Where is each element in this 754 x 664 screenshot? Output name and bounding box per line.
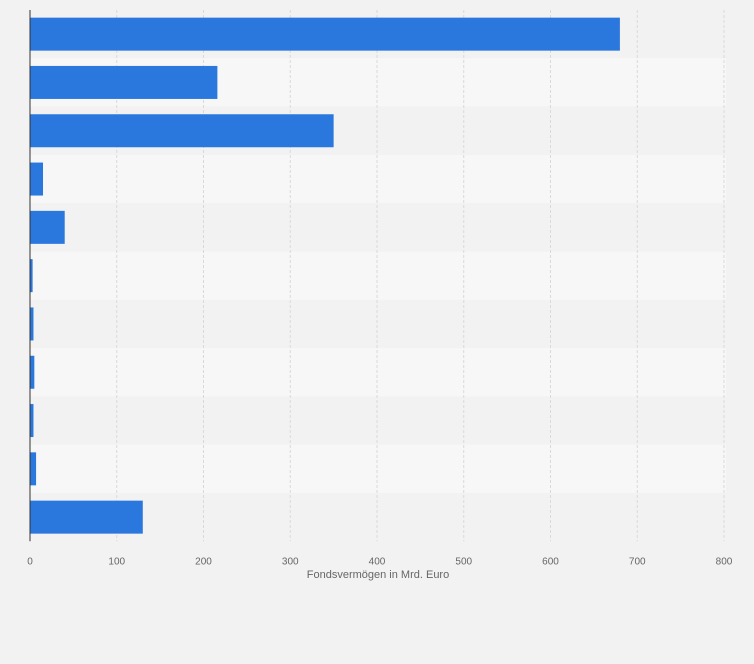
bar [30, 452, 37, 486]
x-tick-label: 500 [455, 556, 472, 567]
row-band [30, 444, 726, 493]
row-band [30, 299, 726, 349]
bar [30, 162, 44, 196]
x-tick-labels: 0 100 200 300 400 500 600 700 800 [27, 556, 733, 567]
row-bands [30, 10, 726, 542]
x-tick-label: 700 [629, 556, 646, 567]
x-tick-label: 800 [716, 556, 733, 567]
row-band [30, 203, 726, 252]
bar [30, 404, 34, 438]
bar [30, 17, 620, 51]
x-tick-label: 0 [27, 556, 33, 567]
bar [30, 114, 334, 148]
bars [29, 10, 620, 542]
x-tick-label: 200 [195, 556, 212, 567]
gridlines [116, 10, 725, 542]
bar [30, 500, 143, 534]
bar [30, 65, 218, 99]
row-band [30, 154, 726, 204]
x-axis-title: Fondsvermögen in Mrd. Euro [307, 569, 449, 581]
x-tick-label: 400 [369, 556, 386, 567]
x-tick-label: 300 [282, 556, 299, 567]
row-band [30, 396, 726, 445]
bar [30, 355, 35, 389]
row-band [30, 493, 726, 542]
bar [30, 307, 34, 341]
bar [30, 210, 65, 244]
row-band [30, 251, 726, 300]
row-band [30, 348, 726, 397]
bar [30, 259, 33, 293]
x-tick-label: 600 [542, 556, 559, 567]
x-tick-label: 100 [108, 556, 125, 567]
